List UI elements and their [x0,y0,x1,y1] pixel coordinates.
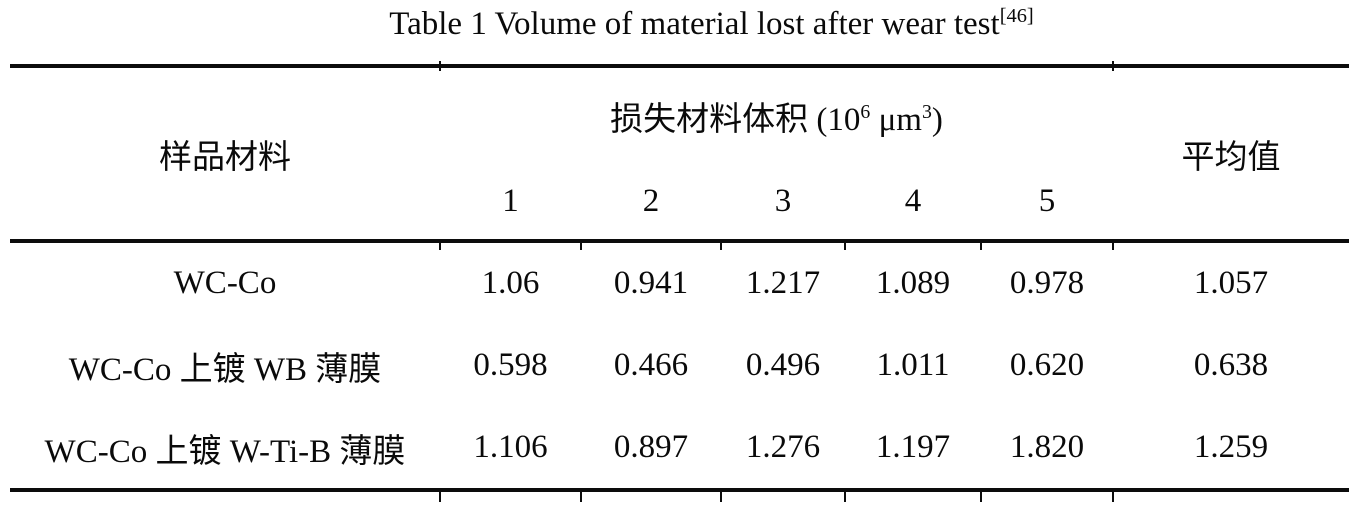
average-cell: 1.057 [1193,265,1269,301]
table-row: WC-Co 上镀 W-Ti-B 薄膜 1.106 0.897 1.276 1.1… [10,407,1349,492]
rule-tick [980,240,982,250]
table-caption: Table 1 Volume of material lost after we… [0,6,1359,43]
volume-header-unit: μm [870,102,922,138]
trial-number-5: 5 [981,164,1113,243]
rule-tick [844,492,846,502]
rule-tick [1112,61,1114,71]
value-cell: 1.089 [875,265,951,301]
rule-tick [580,492,582,502]
value-cell: 1.217 [745,265,821,301]
rule-tick [439,492,441,502]
wear-test-table: 样品材料 损失材料体积 (106 μm3) 平均值 1 2 3 4 5 WC-C… [10,64,1349,492]
rule-tick [439,61,441,71]
value-cell: 1.011 [876,347,950,383]
average-cell: 0.638 [1193,347,1269,383]
volume-header-suffix: ) [931,102,943,138]
rule-tick [980,492,982,502]
value-cell: 1.820 [981,407,1113,492]
trial-number-2: 2 [581,164,721,243]
table-row: WC-Co 1.06 0.941 1.217 1.089 0.978 1.057 [10,241,1349,324]
table-row: WC-Co 上镀 WB 薄膜 0.598 0.466 0.496 1.011 0… [10,324,1349,407]
value-cell: 0.466 [613,347,689,383]
table-caption-text: Table 1 Volume of material lost after we… [389,6,1000,42]
value-cell: 0.598 [473,347,548,383]
trial-number-3: 3 [721,164,845,243]
value-cell: 1.197 [845,407,981,492]
average-header: 平均值 [1113,64,1349,243]
rule-tick [844,240,846,250]
sample-material-header: 样品材料 [10,64,440,243]
volume-lost-header: 损失材料体积 (106 μm3) [440,64,1113,164]
rule-tick [720,492,722,502]
value-cell: 0.496 [745,347,821,383]
value-cell: 1.106 [440,407,581,492]
volume-header-exponent-3: 3 [921,101,932,123]
sample-name: WC-Co 上镀 W-Ti-B 薄膜 [10,407,440,492]
volume-header-prefix: 损失材料体积 (10 [610,102,861,138]
trial-number-4: 4 [845,164,981,243]
value-cell: 0.897 [581,407,721,492]
value-cell: 0.978 [1009,265,1085,301]
value-cell: 1.06 [481,265,540,301]
rule-tick [1112,240,1114,250]
citation-superscript: [46] [999,5,1034,27]
rule-tick [720,240,722,250]
average-cell: 1.259 [1113,407,1349,492]
rule-tick [439,240,441,250]
rule-tick [1112,492,1114,502]
sample-name: WC-Co [173,265,277,301]
volume-header-exponent-6: 6 [860,101,871,123]
value-cell: 0.941 [613,265,689,301]
value-cell: 0.620 [1009,347,1085,383]
rule-tick [580,240,582,250]
value-cell: 1.276 [721,407,845,492]
sample-name: WC-Co 上镀 WB 薄膜 [68,351,382,388]
trial-number-1: 1 [440,164,581,243]
